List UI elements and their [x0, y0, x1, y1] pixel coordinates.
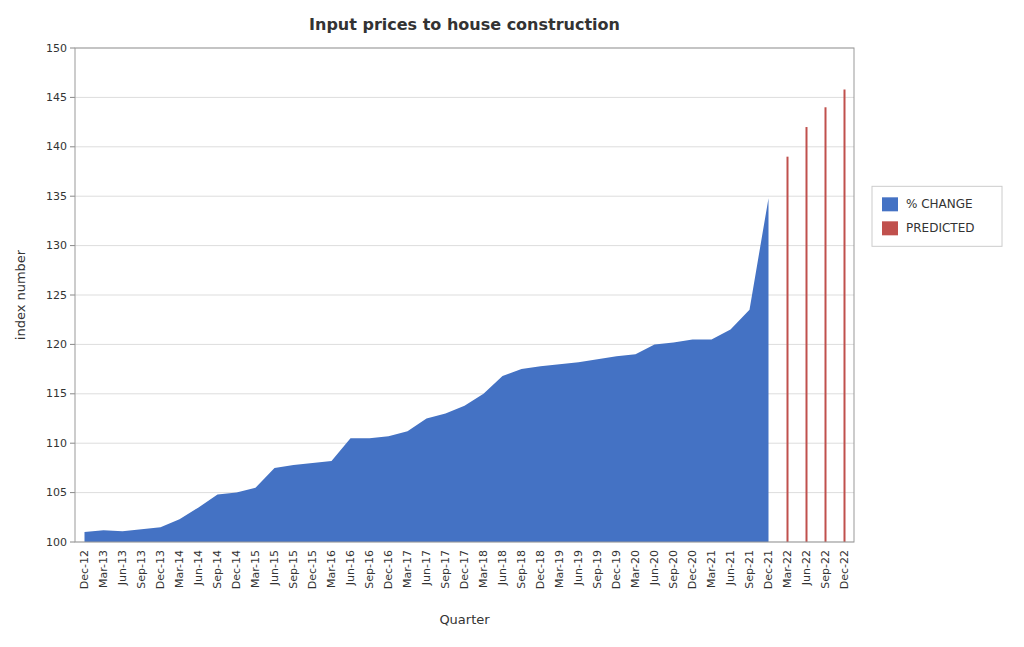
x-tick-label: Sep-16	[363, 550, 376, 589]
y-tick-label: 150	[46, 42, 67, 55]
predicted-bar	[844, 89, 846, 542]
x-tick-label: Jun-14	[192, 550, 205, 586]
x-tick-label: Jun-16	[344, 550, 357, 586]
legend-box	[872, 186, 1002, 246]
predicted-bar	[787, 157, 789, 542]
y-tick-label: 145	[46, 91, 67, 104]
x-tick-label: Mar-19	[553, 550, 566, 588]
x-tick-label: Sep-22	[819, 550, 832, 589]
x-axis-label: Quarter	[439, 612, 490, 627]
grid-line	[75, 146, 854, 147]
y-tick	[70, 97, 75, 98]
legend: % CHANGE PREDICTED	[872, 186, 1002, 246]
x-tick-label: Mar-18	[477, 550, 490, 588]
x-tick-label: Sep-21	[743, 550, 756, 589]
plot-frame	[75, 48, 854, 542]
x-tick-label: Mar-13	[97, 550, 110, 588]
grid: 100 105 110 115 120 125 130 135 140 145 150	[46, 42, 854, 549]
grid-line	[75, 295, 854, 296]
y-tick-label: 115	[46, 387, 67, 400]
y-tick-label: 135	[46, 190, 67, 203]
y-tick-label: 110	[46, 437, 67, 450]
x-tick-label: Sep-15	[287, 550, 300, 589]
y-tick	[70, 146, 75, 147]
y-tick-label: 125	[46, 289, 67, 302]
y-tick-label: 120	[46, 338, 67, 351]
y-tick	[70, 196, 75, 197]
predicted-bar	[806, 127, 808, 542]
marks	[85, 89, 846, 542]
legend-label: PREDICTED	[906, 221, 974, 235]
area	[85, 198, 769, 542]
x-tick-label: Jun-19	[572, 550, 585, 586]
x-tick-label: Dec-22	[838, 550, 851, 589]
x-tick-label: Sep-19	[591, 550, 604, 589]
x-tick-label: Sep-17	[439, 550, 452, 589]
y-tick	[70, 245, 75, 246]
y-axis-label: index number	[13, 249, 28, 340]
y-tick-label: 130	[46, 239, 67, 252]
x-tick-label: Sep-20	[667, 550, 680, 589]
legend-swatch	[882, 221, 898, 235]
y-tick	[70, 393, 75, 394]
x-tick-label: Mar-16	[325, 550, 338, 588]
x-tick-label: Dec-18	[534, 550, 547, 589]
x-tick-label: Mar-22	[781, 550, 794, 588]
x-tick-label: Jun-13	[116, 550, 129, 586]
x-tick-label: Mar-14	[173, 550, 186, 588]
x-tick-label: Dec-17	[458, 550, 471, 589]
x-tick-label: Dec-14	[230, 550, 243, 589]
chart: 100 105 110 115 120 125 130 135 140 145 150 Dec-12 M…	[0, 0, 1024, 647]
y-tick	[70, 492, 75, 493]
x-tick-label: Jun-20	[648, 550, 661, 586]
y-tick-label: 105	[46, 486, 67, 499]
x-tick-label: Dec-20	[686, 550, 699, 589]
x-tick-label: Jun-21	[724, 550, 737, 586]
x-tick-label: Sep-14	[211, 550, 224, 589]
legend-swatch	[882, 197, 898, 211]
x-tick-label: Dec-16	[382, 550, 395, 589]
y-tick	[70, 542, 75, 543]
x-tick-label: Mar-20	[629, 550, 642, 588]
legend-label: % CHANGE	[906, 197, 973, 211]
x-tick-label: Jun-18	[496, 550, 509, 586]
grid-line	[75, 196, 854, 197]
x-tick-label: Dec-12	[78, 550, 91, 589]
x-tick-label: Dec-19	[610, 550, 623, 589]
x-tick-label: Dec-13	[154, 550, 167, 589]
x-axis: Dec-12 Mar-13 Jun-13 Sep-13 Dec-13 Mar-14 Jun-…	[78, 550, 851, 589]
x-tick-label: Dec-21	[762, 550, 775, 589]
x-tick-label: Jun-15	[268, 550, 281, 586]
grid-line	[75, 245, 854, 246]
x-tick-label: Sep-13	[135, 550, 148, 589]
title: Input prices to house construction	[309, 15, 620, 34]
y-tick	[70, 48, 75, 49]
y-tick	[70, 344, 75, 345]
x-tick-label: Jun-22	[800, 550, 813, 586]
y-tick	[70, 443, 75, 444]
x-tick-label: Sep-18	[515, 550, 528, 589]
x-tick-label: Mar-21	[705, 550, 718, 588]
predicted-bar	[825, 107, 827, 542]
x-tick-label: Dec-15	[306, 550, 319, 589]
y-tick-label: 100	[46, 536, 67, 549]
x-tick-label: Jun-17	[420, 550, 433, 586]
x-tick-label: Mar-15	[249, 550, 262, 588]
grid-line	[75, 97, 854, 98]
y-tick	[70, 295, 75, 296]
y-tick-label: 140	[46, 140, 67, 153]
x-tick-label: Mar-17	[401, 550, 414, 588]
